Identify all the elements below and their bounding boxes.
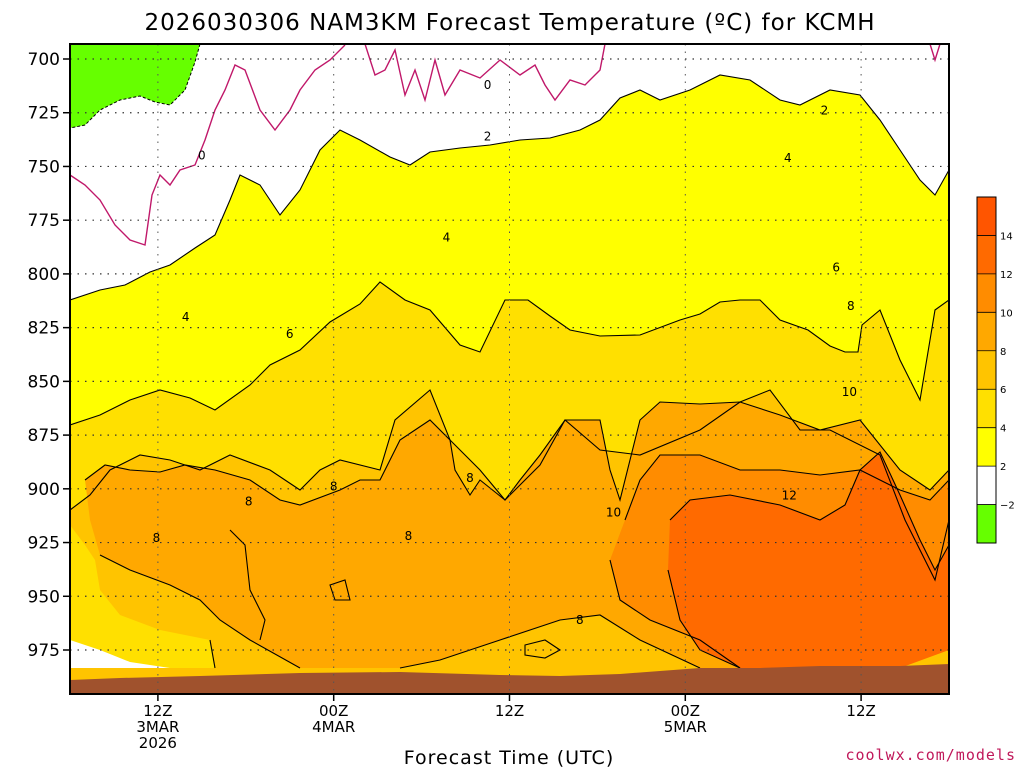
contour-label: 8 xyxy=(466,471,474,485)
contour-label: 8 xyxy=(847,299,855,313)
legend-swatch xyxy=(977,273,996,313)
contour-label: 0 xyxy=(198,149,206,163)
legend-frame xyxy=(976,196,997,544)
y-tick-label: 950 xyxy=(28,587,60,607)
band-4-6-lower-left xyxy=(70,525,215,668)
x-tick-label: 12Z xyxy=(143,702,172,720)
y-tick-label: 750 xyxy=(28,157,60,177)
band-below-minus-2 xyxy=(70,44,201,129)
x-tick-label: 2026 xyxy=(139,734,177,752)
x-tick-label: 12Z xyxy=(495,702,524,720)
legend-tick-label: 6 xyxy=(1000,385,1006,396)
contour-label: 4 xyxy=(182,310,190,324)
x-tick-label: 4MAR xyxy=(312,718,355,736)
legend-tick-label: 12 xyxy=(1000,270,1013,281)
contour-label: 0 xyxy=(484,78,492,92)
y-tick-label: 775 xyxy=(28,211,60,231)
x-tick-label: 00Z xyxy=(671,702,700,720)
y-tick-label: 925 xyxy=(28,534,60,554)
legend-tick-label: 10 xyxy=(1000,308,1013,319)
contour-label: 8 xyxy=(405,529,413,543)
y-tick-label: 725 xyxy=(28,104,60,124)
x-tick-label: 5MAR xyxy=(664,718,707,736)
contour-label: 6 xyxy=(286,327,294,341)
x-tick-label: 3MAR xyxy=(136,718,179,736)
legend-swatch xyxy=(977,312,996,351)
contour-label: 4 xyxy=(443,230,451,244)
contour-label: 10 xyxy=(842,385,857,399)
contour-label: 4 xyxy=(784,151,792,165)
legend-tick-label: 2 xyxy=(1000,462,1006,473)
chart-title: 2026030306 NAM3KM Forecast Temperature (… xyxy=(144,10,875,36)
y-tick-label: 975 xyxy=(28,641,60,661)
band-below-2 xyxy=(70,44,949,300)
y-tick-label: 800 xyxy=(28,265,60,285)
ground-surface xyxy=(70,664,949,694)
contour-label: 2 xyxy=(821,104,829,118)
y-axis: 700 725 750 775 800 825 850 875 900 925 950 975 xyxy=(28,50,70,661)
legend-tick-label: −2 xyxy=(1000,501,1015,512)
band-12-14 xyxy=(668,452,949,668)
contour-label: 8 xyxy=(245,495,253,509)
legend-swatch xyxy=(977,504,996,543)
contour-labels: 0 0 2 2 4 4 4 6 6 8 8 8 8 8 8 8 10 10 12 xyxy=(153,78,857,627)
legend-tick-label: 8 xyxy=(1000,347,1006,358)
legend-swatch xyxy=(977,197,996,236)
legend-swatch xyxy=(977,235,996,274)
legend-swatch xyxy=(977,466,996,505)
contour-label: 8 xyxy=(153,531,161,545)
y-tick-label: 825 xyxy=(28,319,60,339)
contour-label: 8 xyxy=(330,480,338,494)
legend-tick-label: 4 xyxy=(1000,424,1006,435)
color-legend: −2 2 4 6 8 10 12 14 xyxy=(976,196,1015,544)
y-tick-label: 700 xyxy=(28,50,60,70)
zero-isotherm xyxy=(70,44,941,246)
credit-link[interactable]: coolwx.com/models xyxy=(845,746,1016,764)
legend-swatch xyxy=(977,350,996,390)
contour-lines xyxy=(70,74,949,669)
y-tick-label: 900 xyxy=(28,480,60,500)
contour-label: 6 xyxy=(832,260,840,274)
contour-label: 12 xyxy=(782,488,797,502)
contour-label: 2 xyxy=(484,129,492,143)
contour-label: 10 xyxy=(606,505,621,519)
legend-swatch xyxy=(977,389,996,428)
temperature-field xyxy=(70,44,949,694)
x-tick-label: 00Z xyxy=(319,702,348,720)
x-tick-label: 12Z xyxy=(846,702,875,720)
legend-tick-label: 14 xyxy=(1000,231,1013,242)
legend-swatch xyxy=(977,427,996,467)
contour-label: 8 xyxy=(576,613,584,627)
y-tick-label: 875 xyxy=(28,426,60,446)
y-tick-label: 850 xyxy=(28,372,60,392)
band-below-2-surface xyxy=(70,640,170,668)
x-axis-title: Forecast Time (UTC) xyxy=(404,747,614,768)
